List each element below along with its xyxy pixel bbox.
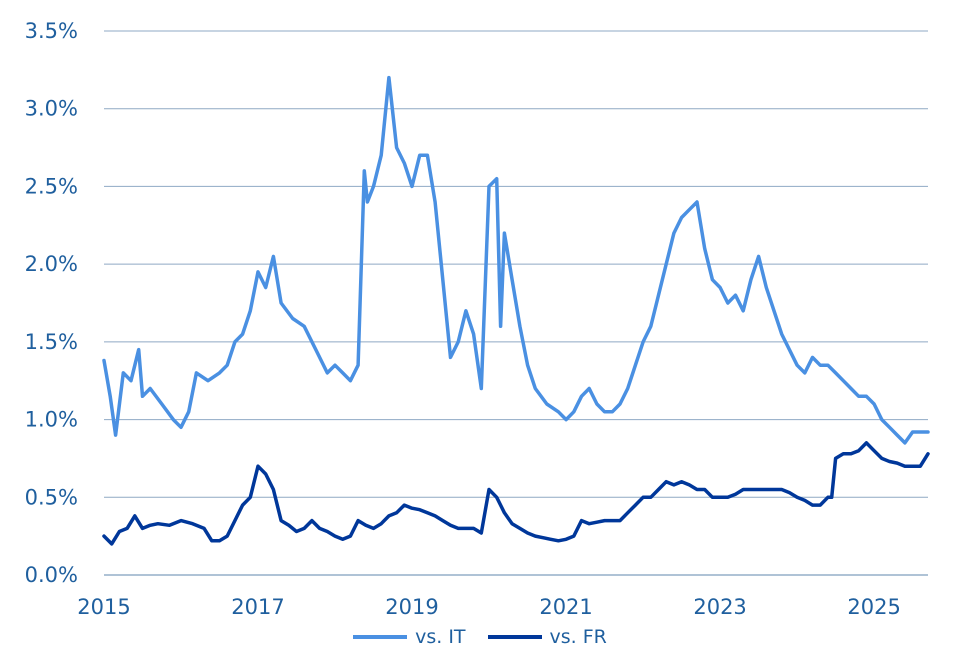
y-tick-label: 1.0%	[25, 408, 78, 432]
gridlines	[104, 30, 928, 576]
series-line-it	[102, 75, 930, 445]
x-tick-label: 2021	[539, 595, 592, 619]
x-tick-label: 2023	[693, 595, 746, 619]
y-tick-label: 2.5%	[25, 174, 78, 198]
y-tick-label: 1.5%	[25, 330, 78, 354]
legend-swatch-fr	[487, 635, 542, 639]
y-tick-label: 0.5%	[25, 485, 78, 509]
legend: vs. IT vs. FR	[0, 622, 960, 652]
legend-label-fr: vs. FR	[549, 626, 607, 648]
x-axis: 2015 2017 2019 2021 2023 2025	[77, 595, 901, 619]
y-tick-label: 3.5%	[25, 19, 78, 43]
legend-item-fr: vs. FR	[487, 626, 607, 648]
series-lines	[102, 75, 930, 546]
legend-item-it: vs. IT	[353, 626, 466, 648]
y-tick-label: 2.0%	[25, 252, 78, 276]
legend-swatch-it	[353, 635, 408, 639]
x-tick-label: 2025	[847, 595, 900, 619]
series-line-fr	[102, 441, 930, 546]
x-tick-label: 2019	[385, 595, 438, 619]
y-tick-label: 0.0%	[25, 563, 78, 587]
legend-label-it: vs. IT	[415, 626, 466, 648]
y-axis: 0.0% 0.5% 1.0% 1.5% 2.0% 2.5% 3.0% 3.5%	[25, 19, 78, 587]
x-tick-label: 2015	[77, 595, 130, 619]
y-tick-label: 3.0%	[25, 97, 78, 121]
x-tick-label: 2017	[231, 595, 284, 619]
